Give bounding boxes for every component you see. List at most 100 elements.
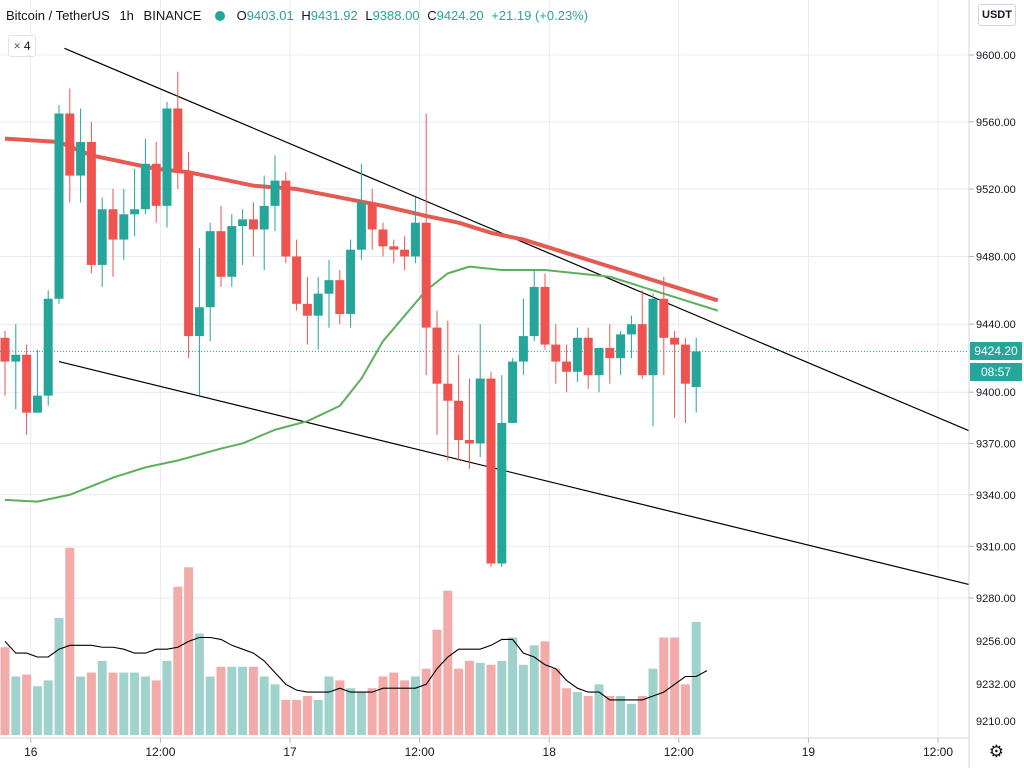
volume-bar xyxy=(432,629,442,735)
volume-bar xyxy=(443,590,453,735)
candle-body xyxy=(680,344,690,384)
candle xyxy=(486,371,496,567)
candle-body xyxy=(432,327,442,384)
candle xyxy=(227,214,237,287)
candle-body xyxy=(11,354,21,362)
candle xyxy=(302,276,312,345)
candle-body xyxy=(22,354,32,413)
volume-bar xyxy=(292,699,302,735)
candle-body xyxy=(65,113,75,176)
candle xyxy=(0,330,10,396)
candle xyxy=(464,378,474,470)
volume-bar xyxy=(486,664,496,735)
candle xyxy=(454,354,464,461)
volume-bar xyxy=(248,666,258,735)
candle-body xyxy=(378,229,388,247)
close-label: C xyxy=(427,8,437,23)
candle xyxy=(680,337,690,423)
price-tick-label: 9440.00 xyxy=(976,319,1016,331)
symbol-legend: Bitcoin / TetherUS 1h BINANCE O9403.01 H… xyxy=(6,8,588,23)
candle xyxy=(637,290,647,379)
candle xyxy=(659,276,669,376)
candle xyxy=(335,269,345,325)
volume-bar xyxy=(259,676,269,735)
candle xyxy=(86,121,96,274)
volume-bar xyxy=(281,699,291,735)
candle-body xyxy=(551,344,561,362)
volume-bar xyxy=(475,662,485,735)
candle xyxy=(270,155,280,232)
currency-button[interactable]: USDT xyxy=(978,4,1016,26)
volume-bar xyxy=(65,547,75,735)
candle xyxy=(529,269,539,342)
time-axis[interactable]: 16 12:00 17 12:00 18 12:00 19 12:00 xyxy=(0,737,969,759)
candle xyxy=(432,310,442,435)
candle xyxy=(32,349,42,413)
candle xyxy=(648,293,658,427)
volume-bar xyxy=(216,666,226,735)
candle xyxy=(108,189,118,277)
candle-body xyxy=(248,219,258,230)
candle xyxy=(119,189,129,260)
candle-body xyxy=(270,180,280,206)
candle xyxy=(140,138,150,215)
price-tick-label: 9600.00 xyxy=(976,50,1016,62)
indicators-toggle-button[interactable]: ✕ 4 xyxy=(8,35,36,57)
candle-body xyxy=(54,113,64,299)
candle-body xyxy=(302,303,312,316)
volume-bar xyxy=(140,676,150,735)
candle-body xyxy=(184,172,194,337)
candle xyxy=(378,222,388,257)
volume-bar xyxy=(400,680,410,735)
candle xyxy=(551,324,561,384)
volume-bar xyxy=(238,666,248,735)
volume-bar xyxy=(43,680,53,735)
candle xyxy=(540,273,550,350)
candle-body xyxy=(562,361,572,372)
candle xyxy=(205,222,215,342)
candle-body xyxy=(443,383,453,401)
candle xyxy=(410,197,420,264)
high-label: H xyxy=(301,8,311,23)
candle xyxy=(475,324,485,458)
volume-bar xyxy=(97,660,107,735)
candle-body xyxy=(421,222,431,328)
price-tick-label: 9520.00 xyxy=(976,184,1016,196)
candle-body xyxy=(670,337,680,345)
volume-bar xyxy=(0,647,10,735)
candle xyxy=(626,315,636,359)
volume-bar xyxy=(562,688,572,735)
interval-label[interactable]: 1h xyxy=(119,8,134,23)
candle xyxy=(518,298,528,376)
volume-bar xyxy=(680,684,690,735)
current-price-tag: 9424.20 xyxy=(970,342,1022,361)
candle xyxy=(583,327,593,389)
volume-bar xyxy=(270,684,280,735)
volume-moving-average xyxy=(4,636,708,701)
candle xyxy=(43,290,53,406)
candle xyxy=(216,205,226,287)
candle xyxy=(162,101,172,228)
price-axis[interactable]: 9600.00 9560.00 9520.00 9480.00 9440.00 9400.… xyxy=(968,0,1024,768)
symbol-name[interactable]: Bitcoin / TetherUS xyxy=(6,8,110,23)
change-value: +21.19 (+0.23%) xyxy=(491,8,589,23)
candle xyxy=(346,239,356,328)
price-tick-label: 9400.00 xyxy=(976,387,1016,399)
candle-body xyxy=(508,361,518,423)
candles[interactable] xyxy=(0,71,701,567)
candle-body xyxy=(626,324,636,335)
volume-bar xyxy=(367,688,377,735)
price-tick-label: 9310.00 xyxy=(976,541,1016,553)
candle-body xyxy=(691,351,701,388)
volume-bar xyxy=(378,676,388,735)
candle-body xyxy=(486,378,496,564)
volume-bar xyxy=(324,676,334,735)
volume-bar xyxy=(529,645,539,735)
candle-body xyxy=(464,439,474,444)
candle-body xyxy=(227,226,237,277)
candle xyxy=(356,163,366,260)
gear-icon[interactable]: ⚙ xyxy=(988,742,1004,761)
volume-bar xyxy=(572,692,582,735)
volume-bar xyxy=(691,621,701,735)
